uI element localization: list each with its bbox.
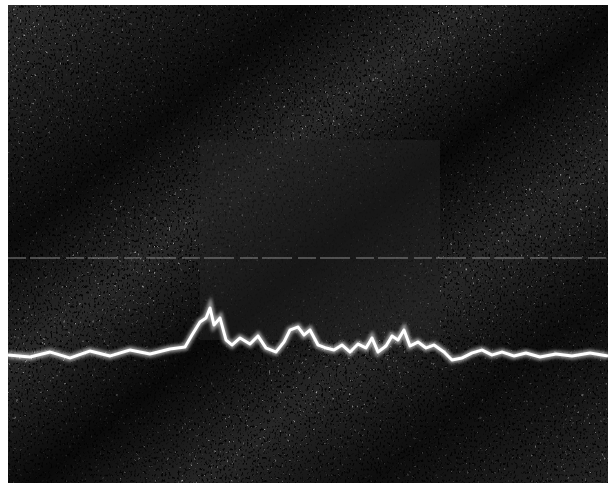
dark-region (200, 140, 440, 340)
image (0, 0, 610, 485)
page (0, 0, 610, 485)
